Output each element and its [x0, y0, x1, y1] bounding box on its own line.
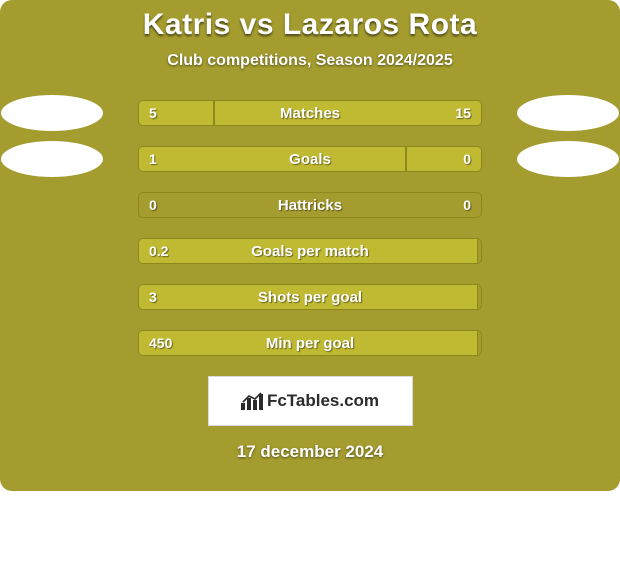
stat-bar: 3Shots per goal	[138, 284, 482, 310]
logo-spacer	[1, 279, 103, 315]
stats-rows: 515Matches 10Goals 00Hattricks 0.2Goals per…	[0, 100, 620, 356]
stat-row: 0.2Goals per match	[0, 238, 620, 264]
logo-spacer	[517, 233, 619, 269]
logo-spacer	[1, 325, 103, 361]
card-title: Katris vs Lazaros Rota	[0, 8, 620, 42]
stat-bar: 00Hattricks	[138, 192, 482, 218]
logo-spacer	[517, 325, 619, 361]
stat-row: 10Goals	[0, 146, 620, 172]
player-left-logo	[1, 95, 103, 131]
stat-bar: 450Min per goal	[138, 330, 482, 356]
logo-spacer	[517, 187, 619, 223]
brand-badge: FcTables.com	[208, 376, 413, 426]
comparison-card: Katris vs Lazaros Rota Club competitions…	[0, 0, 620, 491]
logo-spacer	[1, 187, 103, 223]
stat-row: 00Hattricks	[0, 192, 620, 218]
brand-text: FcTables.com	[267, 391, 379, 411]
stat-label: Min per goal	[139, 331, 481, 355]
player-right-logo	[517, 141, 619, 177]
card-date: 17 december 2024	[0, 442, 620, 462]
stat-bar: 515Matches	[138, 100, 482, 126]
brand-chart-icon	[241, 392, 263, 410]
player-left-logo	[1, 141, 103, 177]
logo-spacer	[1, 233, 103, 269]
stat-row: 450Min per goal	[0, 330, 620, 356]
stat-bar: 0.2Goals per match	[138, 238, 482, 264]
stat-label: Goals per match	[139, 239, 481, 263]
stat-label: Hattricks	[139, 193, 481, 217]
stat-label: Matches	[139, 101, 481, 125]
logo-spacer	[517, 279, 619, 315]
stat-row: 3Shots per goal	[0, 284, 620, 310]
player-right-logo	[517, 95, 619, 131]
stat-row: 515Matches	[0, 100, 620, 126]
card-subtitle: Club competitions, Season 2024/2025	[0, 52, 620, 70]
stat-label: Shots per goal	[139, 285, 481, 309]
stat-bar: 10Goals	[138, 146, 482, 172]
stat-label: Goals	[139, 147, 481, 171]
